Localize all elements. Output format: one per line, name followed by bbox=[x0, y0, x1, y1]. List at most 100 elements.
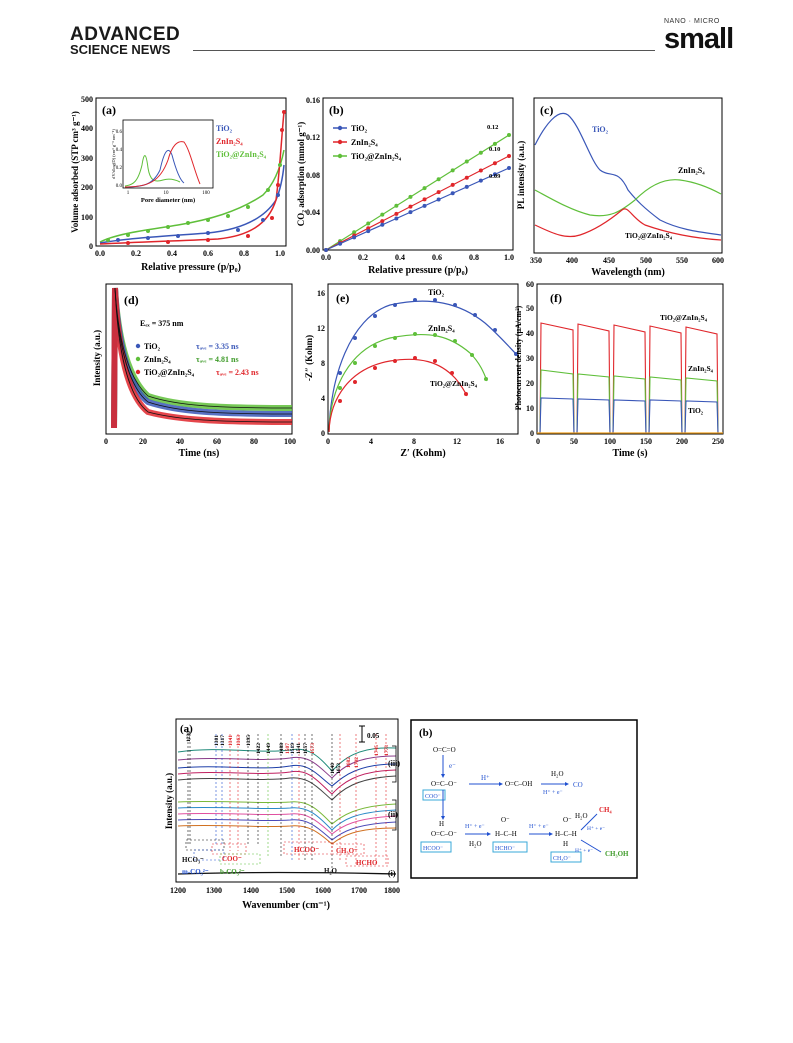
scheme-species: H⁺ + e⁻ bbox=[575, 847, 593, 854]
data-point bbox=[450, 191, 455, 196]
scheme-species: H⁺ + e⁻ bbox=[587, 825, 605, 832]
scheme-species: H₂O bbox=[551, 770, 564, 778]
y-tick: 8 bbox=[321, 359, 325, 368]
annotation-znin2s4: ZnIn₂S₄ bbox=[428, 324, 455, 333]
figure-top-panel-c: (c) 350 400 450 500 550 600 Wavelength (… bbox=[510, 90, 735, 280]
x-tick: 0 bbox=[536, 437, 540, 446]
legend-label: ZnIn₂S₄ bbox=[216, 137, 243, 146]
y-tick: 40 bbox=[526, 329, 534, 338]
scheme-species: H bbox=[563, 840, 568, 848]
scheme-species: H–C–H bbox=[555, 830, 577, 838]
x-tick: 4 bbox=[369, 437, 373, 446]
figure-top-panel-d: (d) 0 20 40 60 80 100 Time (ns) Intensit… bbox=[88, 278, 303, 458]
data-point bbox=[366, 226, 371, 231]
peak-label-red: 1745 bbox=[374, 745, 380, 756]
scheme-species: CO bbox=[573, 781, 583, 789]
scale-bar-label: 0.05 bbox=[367, 732, 380, 740]
x-tick: 1200 bbox=[170, 886, 186, 895]
legend-label: TiO₂ bbox=[216, 124, 233, 133]
curve-group-label: (ii) bbox=[388, 810, 398, 819]
panel-label: (a) bbox=[102, 103, 116, 117]
peak-label-red: 1573 bbox=[310, 743, 316, 754]
scheme-species: H⁺ + e⁻ bbox=[465, 823, 485, 830]
x-tick: 0 bbox=[326, 437, 330, 446]
y-tick: 300 bbox=[81, 154, 93, 163]
y-axis-label: Volume adsorbed (STP cm³ g⁻¹) bbox=[70, 111, 80, 233]
legend-name: ZnIn₂S₄ bbox=[144, 355, 171, 364]
data-point bbox=[422, 197, 427, 202]
header-rule bbox=[193, 50, 655, 51]
x-tick: 0.2 bbox=[358, 253, 368, 262]
data-point bbox=[478, 168, 483, 173]
peak-label-red: 1341 bbox=[228, 735, 234, 746]
peak-label: 1422 bbox=[256, 743, 262, 754]
y-tick: 100 bbox=[81, 213, 93, 222]
inset-x-tick: 100 bbox=[202, 191, 210, 196]
y-tick: 60 bbox=[526, 280, 534, 289]
data-point bbox=[380, 212, 385, 217]
panel-label: (d) bbox=[124, 293, 139, 307]
data-point bbox=[478, 150, 483, 155]
inset-y-tick: 0.0 bbox=[116, 184, 123, 189]
scheme-species: CH₃O⁻ bbox=[553, 856, 571, 862]
data-point bbox=[436, 197, 441, 202]
data-point bbox=[478, 178, 483, 183]
peak-label-red: 1702 bbox=[354, 757, 360, 768]
peak-label: 1230 bbox=[186, 731, 192, 742]
data-point bbox=[507, 166, 511, 170]
scheme-species: H⁺ + e⁻ bbox=[529, 823, 549, 830]
group-label: m-CO₃²⁻ bbox=[182, 868, 209, 876]
excitation-label: Eₑₓ = 375 nm bbox=[140, 319, 184, 328]
x-tick: 20 bbox=[139, 437, 147, 446]
data-point bbox=[436, 190, 441, 195]
legend-tau: τₐᵥₑ = 4.81 ns bbox=[196, 355, 239, 364]
y-axis-label: Photocurrent density (μA/cm²) bbox=[514, 305, 523, 410]
x-axis-label: Wavelength (nm) bbox=[591, 267, 665, 278]
group-label: CH₃O⁻ bbox=[336, 847, 358, 855]
y-tick: 10 bbox=[526, 404, 534, 413]
y-tick: 0 bbox=[530, 429, 534, 438]
y-tick: 0.04 bbox=[306, 208, 320, 217]
data-point bbox=[408, 204, 413, 209]
legend-name: TiO₂ bbox=[144, 342, 161, 351]
legend-label: TiO₂@ZnIn₂S₄ bbox=[351, 152, 402, 161]
x-tick: 100 bbox=[604, 437, 616, 446]
data-point bbox=[338, 241, 343, 246]
data-point bbox=[380, 219, 385, 224]
x-tick: 250 bbox=[712, 437, 724, 446]
peak-label-red: 1507 bbox=[285, 743, 291, 754]
scheme-species: H₂O bbox=[575, 812, 588, 820]
peak-label: 1301 bbox=[214, 735, 220, 746]
scheme-species: e⁻ bbox=[449, 762, 456, 770]
data-point bbox=[394, 203, 399, 208]
group-label: b-CO₃²⁻ bbox=[220, 868, 245, 876]
panel-label: (b) bbox=[329, 103, 344, 117]
y-tick: 4 bbox=[321, 394, 325, 403]
x-tick: 550 bbox=[676, 256, 688, 265]
x-tick: 16 bbox=[496, 437, 504, 446]
pl-curve-green bbox=[534, 179, 722, 217]
inset-x-tick: 10 bbox=[164, 191, 170, 196]
y-tick: 16 bbox=[317, 289, 325, 298]
page-header: ADVANCED SCIENCE NEWS NANO · MICRO small bbox=[0, 0, 793, 60]
pore-size-inset: 1 10 100 0.0 0.2 0.4 0.6 Pore diameter (… bbox=[111, 119, 214, 204]
group-label: HCOO⁻ bbox=[294, 846, 319, 854]
scheme-species: CH₃OH bbox=[605, 850, 629, 858]
scheme-species: CH₄ bbox=[599, 806, 613, 814]
scheme-species: HCOO⁻ bbox=[423, 846, 443, 852]
nyquist-green bbox=[328, 333, 488, 433]
annotation-tio2: TiO₂ bbox=[592, 125, 609, 134]
y-tick: 30 bbox=[526, 354, 534, 363]
peak-label: 1519 bbox=[290, 743, 296, 754]
data-point bbox=[507, 154, 511, 158]
x-tick: 1600 bbox=[315, 886, 331, 895]
y-tick: 0.00 bbox=[306, 246, 320, 255]
scheme-species: H bbox=[439, 820, 444, 828]
x-tick: 40 bbox=[176, 437, 184, 446]
data-point bbox=[352, 230, 357, 235]
x-tick: 0 bbox=[104, 437, 108, 446]
x-tick: 0.6 bbox=[203, 249, 213, 258]
x-tick: 1500 bbox=[279, 886, 295, 895]
group-label: H₂O bbox=[324, 867, 338, 875]
scheme-species: O=C=O bbox=[433, 746, 456, 754]
